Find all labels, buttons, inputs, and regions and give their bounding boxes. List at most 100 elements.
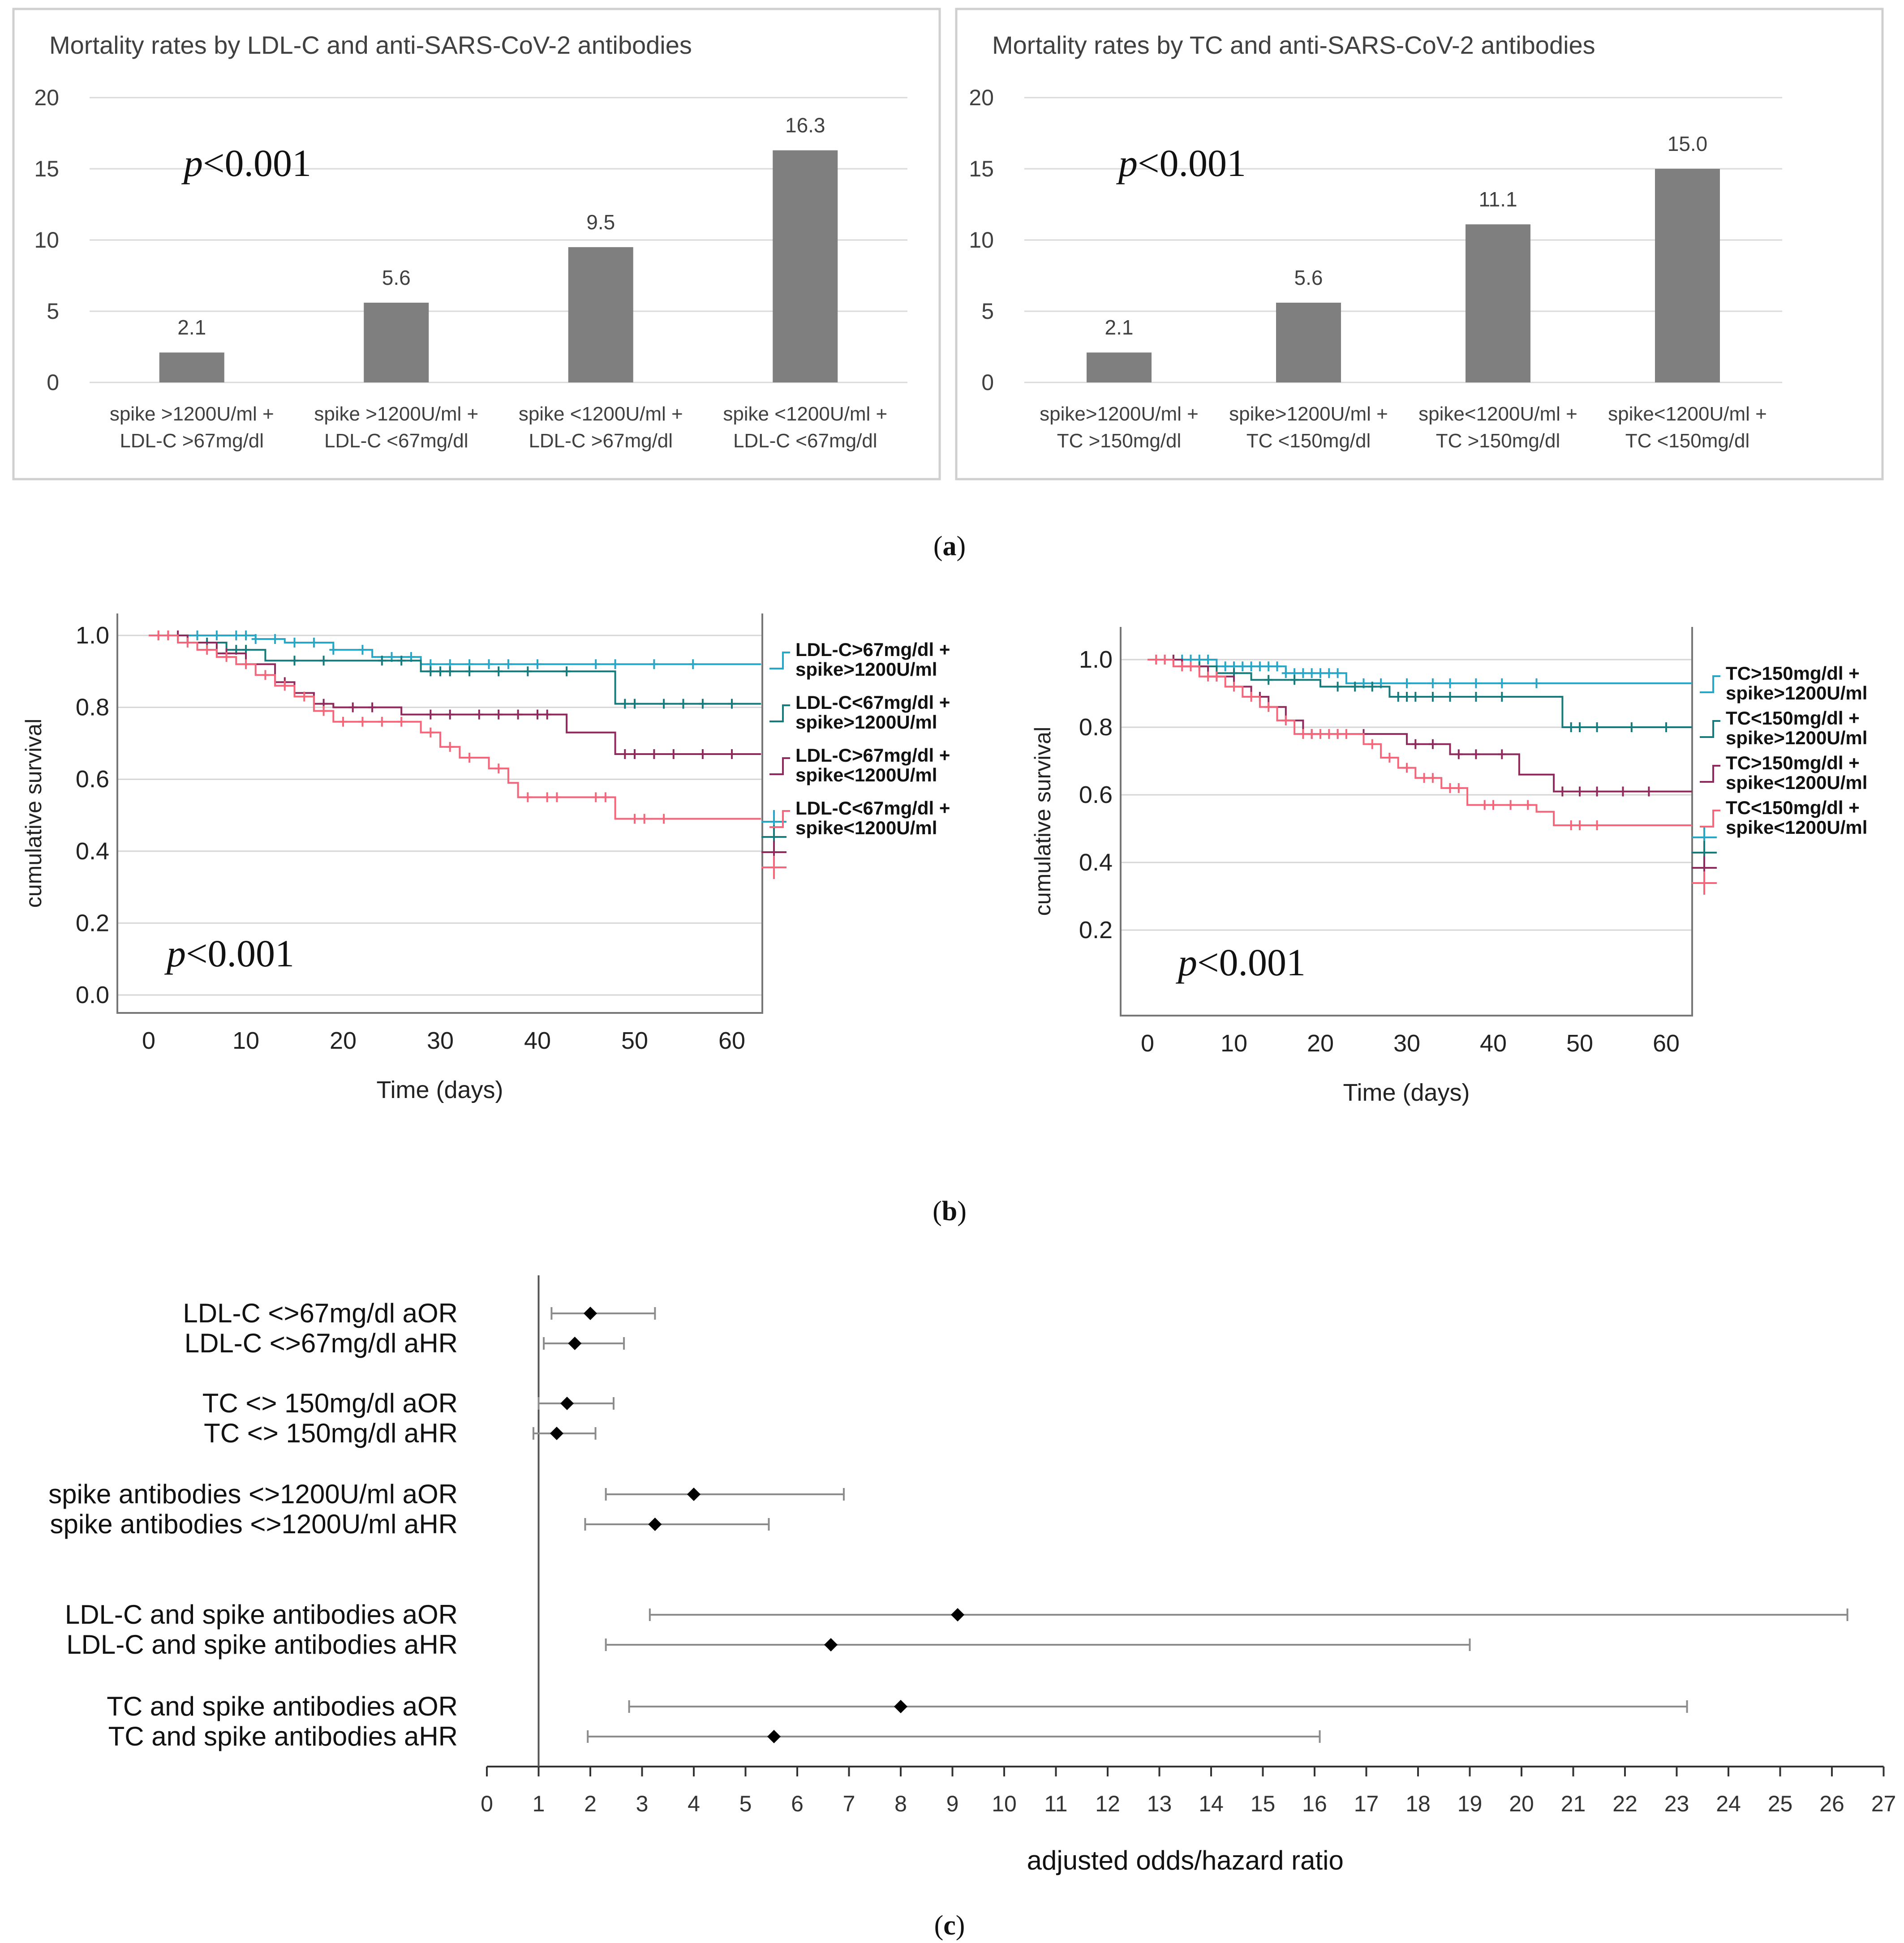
censor-mark bbox=[611, 659, 619, 669]
x-tick-label: 60 bbox=[718, 1027, 745, 1054]
x-axis-title: Time (days) bbox=[376, 1077, 503, 1103]
censor-mark bbox=[689, 659, 697, 669]
x-tick-label: 13 bbox=[1147, 1791, 1172, 1816]
row-label: LDL-C and spike antibodies aHR bbox=[66, 1630, 458, 1660]
y-tick-label: 1.0 bbox=[1079, 646, 1113, 673]
censor-mark bbox=[621, 749, 629, 759]
censor-mark bbox=[203, 645, 211, 655]
censor-mark bbox=[446, 666, 454, 677]
point-estimate bbox=[568, 1337, 582, 1350]
caption-text: (c) bbox=[934, 1910, 965, 1941]
censor-mark bbox=[1307, 668, 1316, 678]
censor-mark bbox=[1160, 655, 1169, 665]
censor-mark bbox=[494, 666, 503, 677]
censor-mark bbox=[679, 699, 688, 709]
censor-mark bbox=[1454, 749, 1463, 759]
censor-mark bbox=[1428, 692, 1437, 702]
censor-mark bbox=[1281, 715, 1290, 725]
censor-mark bbox=[261, 670, 270, 680]
survival-curve bbox=[149, 635, 761, 705]
legend-swatch bbox=[769, 652, 790, 669]
censor-mark bbox=[475, 709, 483, 720]
censor-mark bbox=[650, 659, 658, 669]
x-tick-label: 23 bbox=[1664, 1791, 1689, 1816]
legend-swatch bbox=[769, 704, 790, 722]
legend-swatch bbox=[1700, 765, 1720, 783]
censor-mark bbox=[1204, 671, 1212, 682]
censor-mark bbox=[290, 656, 299, 666]
caption-text: (b) bbox=[933, 1196, 967, 1227]
p-value: p<0.001 bbox=[1116, 142, 1246, 184]
censor-mark bbox=[1532, 678, 1541, 688]
censor-mark bbox=[1411, 739, 1420, 749]
x-tick-label: 21 bbox=[1561, 1791, 1586, 1816]
bar-value-label: 15.0 bbox=[1668, 132, 1708, 155]
legend-swatch bbox=[1700, 720, 1720, 738]
chart-title: Mortality rates by LDL-C and anti-SARS-C… bbox=[49, 31, 692, 59]
x-tick-label: 8 bbox=[894, 1791, 907, 1816]
row-label: LDL-C <>67mg/dl aOR bbox=[183, 1298, 458, 1328]
censor-mark bbox=[426, 709, 435, 720]
x-tick-label: 6 bbox=[791, 1791, 804, 1816]
censor-mark bbox=[1333, 729, 1342, 739]
censor-mark bbox=[543, 709, 551, 720]
censor-mark bbox=[339, 716, 347, 727]
legend-label: TC<150mg/dl + bbox=[1726, 797, 1860, 818]
censor-mark bbox=[485, 659, 493, 669]
x-tick-label: 17 bbox=[1354, 1791, 1379, 1816]
censor-mark bbox=[698, 749, 707, 759]
category-label: spike>1200U/ml + bbox=[1040, 403, 1199, 425]
censor-mark bbox=[1325, 729, 1333, 739]
censor-mark bbox=[728, 699, 736, 709]
y-tick-label: 0 bbox=[47, 370, 59, 395]
x-tick-label: 60 bbox=[1653, 1030, 1680, 1057]
bar-value-label: 2.1 bbox=[177, 316, 206, 339]
y-tick-label: 5 bbox=[47, 299, 59, 324]
censor-mark bbox=[1204, 655, 1212, 665]
x-tick-label: 25 bbox=[1768, 1791, 1793, 1816]
censor-mark bbox=[309, 638, 318, 648]
x-axis-title: Time (days) bbox=[1343, 1079, 1470, 1106]
point-estimate bbox=[687, 1488, 701, 1501]
censor-mark bbox=[1351, 682, 1359, 692]
category-label: TC >150mg/dl bbox=[1436, 430, 1560, 452]
x-tick-label: 26 bbox=[1819, 1791, 1844, 1816]
point-estimate bbox=[767, 1730, 781, 1743]
legend-label: TC>150mg/dl + bbox=[1726, 752, 1860, 773]
censor-mark bbox=[1558, 786, 1567, 797]
axis-frame bbox=[116, 613, 763, 1014]
x-tick-label: 30 bbox=[427, 1027, 454, 1054]
censor-mark bbox=[300, 691, 309, 702]
x-tick-label: 0 bbox=[1141, 1030, 1154, 1057]
legend-label: spike<1200U/ml bbox=[1726, 817, 1867, 838]
x-tick-label: 20 bbox=[1509, 1791, 1534, 1816]
x-tick-label: 20 bbox=[1307, 1030, 1334, 1057]
category-label: spike>1200U/ml + bbox=[1229, 403, 1388, 425]
legend-swatch bbox=[1700, 675, 1720, 693]
censor-mark bbox=[1368, 739, 1376, 749]
p-value: p<0.001 bbox=[181, 142, 311, 184]
x-tick-label: 0 bbox=[481, 1791, 493, 1816]
x-tick-label: 10 bbox=[992, 1791, 1017, 1816]
category-label: LDL-C >67mg/dl bbox=[529, 430, 673, 452]
censor-mark bbox=[669, 749, 678, 759]
censor-mark bbox=[242, 631, 250, 640]
row-label: spike antibodies <>1200U/ml aHR bbox=[50, 1509, 458, 1539]
y-tick-label: 10 bbox=[34, 227, 59, 253]
censor-mark bbox=[164, 631, 172, 640]
panel-border bbox=[955, 8, 1884, 480]
bar bbox=[159, 352, 224, 382]
row-label: TC <> 150mg/dl aOR bbox=[202, 1388, 458, 1418]
x-tick-label: 30 bbox=[1393, 1030, 1420, 1057]
censor-mark bbox=[1281, 668, 1290, 678]
censor-mark bbox=[504, 659, 512, 669]
censor-mark bbox=[329, 645, 338, 655]
censor-mark bbox=[1593, 786, 1601, 797]
censor-mark bbox=[1403, 678, 1411, 688]
category-label: LDL-C <67mg/dl bbox=[733, 430, 877, 452]
censor-mark bbox=[1446, 783, 1454, 793]
censor-mark bbox=[1567, 820, 1575, 830]
censor-mark bbox=[1645, 786, 1653, 797]
censor-mark bbox=[1472, 692, 1480, 702]
censor-mark bbox=[1506, 800, 1515, 810]
